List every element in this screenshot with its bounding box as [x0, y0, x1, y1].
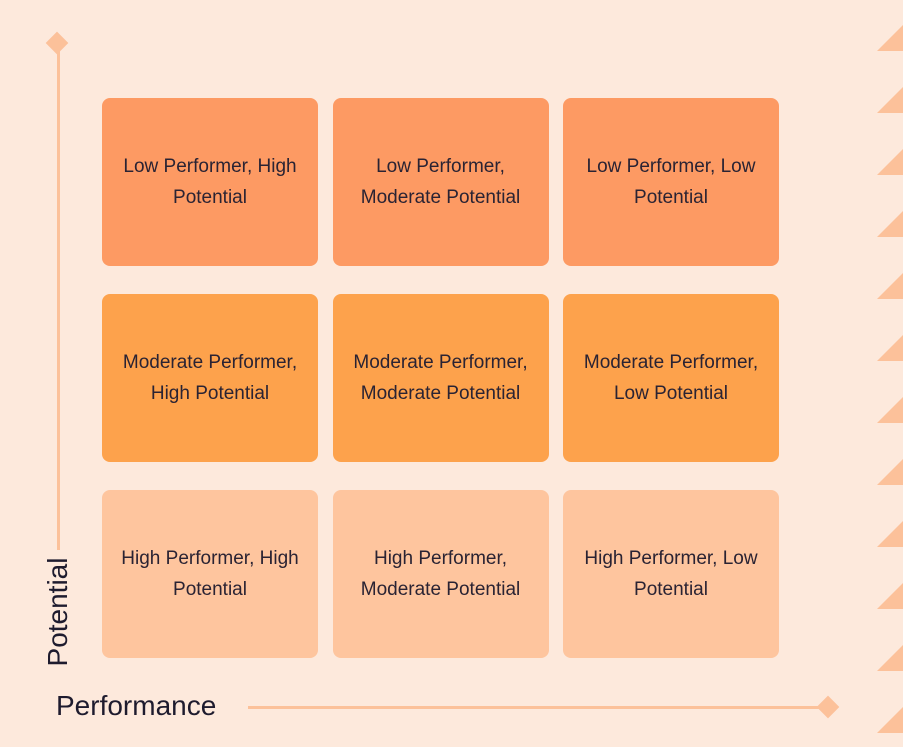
- cell-label: High Performer, Low Potential: [584, 548, 758, 600]
- cell-label: Low Performer, High Potential: [123, 156, 297, 208]
- grid-cell-moderate-performer-high-potential: Moderate Performer, High Potential: [102, 294, 318, 462]
- cell-label: High Performer, Moderate Potential: [360, 548, 521, 600]
- grid-cell-high-performer-low-potential: High Performer, Low Potential: [563, 490, 779, 658]
- cell-label: Moderate Performer, Moderate Potential: [353, 352, 528, 404]
- cell-label: Moderate Performer, High Potential: [122, 352, 298, 404]
- y-axis-arrow-diamond: [45, 31, 69, 55]
- x-axis-label: Performance: [56, 690, 217, 721]
- grid-cell-moderate-performer-low-potential: Moderate Performer, Low Potential: [563, 294, 779, 462]
- grid-cell-high-performer-moderate-potential: High Performer, Moderate Potential: [332, 490, 549, 658]
- grid-cell-low-performer-low-potential: Low Performer, Low Potential: [563, 98, 779, 266]
- grid-cell-moderate-performer-moderate-potential: Moderate Performer, Moderate Potential: [332, 294, 549, 462]
- cell-label: Low Performer, Moderate Potential: [360, 156, 521, 208]
- grid-cell-low-performer-moderate-potential: Low Performer, Moderate Potential: [332, 98, 549, 266]
- performance-potential-grid: Low Performer, High Potential Low Perfor…: [102, 98, 779, 658]
- grid-cell-low-performer-high-potential: Low Performer, High Potential: [102, 98, 318, 266]
- cell-label: High Performer, High Potential: [121, 548, 299, 600]
- cell-label: Moderate Performer, Low Potential: [583, 352, 759, 404]
- y-axis-label: Potential: [42, 557, 73, 667]
- x-axis-line: [248, 706, 823, 709]
- grid-cell-high-performer-high-potential: High Performer, High Potential: [102, 490, 318, 658]
- y-axis-line: [57, 50, 60, 550]
- cell-label: Low Performer, Low Potential: [586, 156, 756, 208]
- x-axis-arrow-diamond: [816, 695, 840, 719]
- decorative-edge-triangles: [877, 25, 903, 733]
